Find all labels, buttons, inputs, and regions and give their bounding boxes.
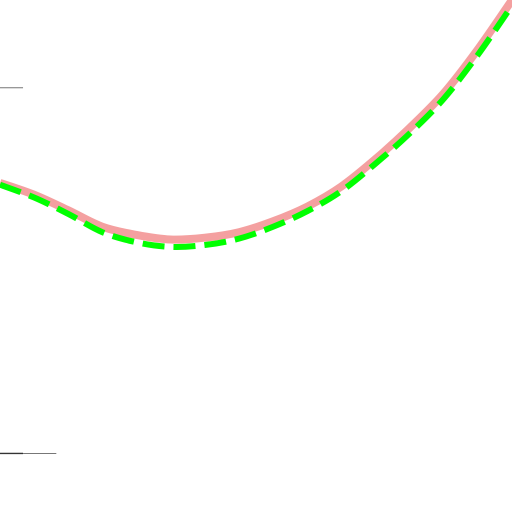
series-line-dashed xyxy=(0,3,512,250)
chart-series xyxy=(0,0,512,250)
series-line-solid xyxy=(0,0,512,244)
axis-ticks xyxy=(0,87,57,455)
